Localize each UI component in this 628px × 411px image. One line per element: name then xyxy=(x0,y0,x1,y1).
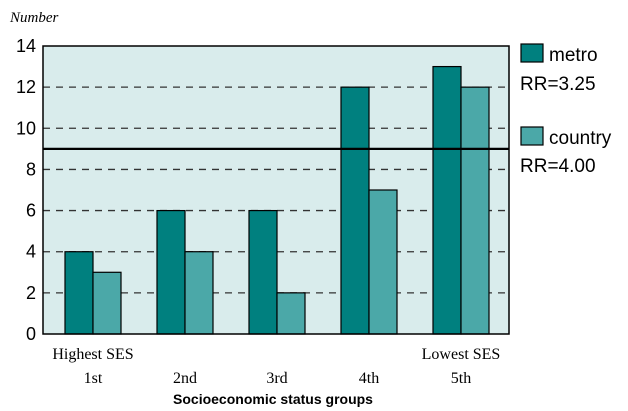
x-axis-label: Socioeconomic status groups xyxy=(173,391,373,407)
x-tick-group-label: Highest SES xyxy=(52,346,133,363)
bar-metro-3rd xyxy=(248,209,278,335)
bar-country-5th xyxy=(460,86,490,335)
x-tick-label: 5th xyxy=(451,370,471,387)
y-tick-label: 2 xyxy=(26,283,36,303)
plot-frame xyxy=(42,45,510,335)
bar-metro-1st xyxy=(64,251,94,335)
y-tick-label: 0 xyxy=(26,324,36,344)
legend-swatch-metro xyxy=(520,43,544,63)
x-tick-label: 2nd xyxy=(173,370,197,387)
legend-swatch-country xyxy=(520,126,544,146)
legend-label-country: country xyxy=(549,128,612,149)
bar-country-1st xyxy=(92,271,122,335)
y-axis-ticks: 0 2 4 6 8 10 12 14 xyxy=(16,36,36,344)
x-tick-label: 4th xyxy=(359,370,379,387)
bar-metro-5th xyxy=(432,65,462,335)
y-tick-label: 8 xyxy=(26,159,36,179)
legend-label-metro: metro xyxy=(549,45,598,66)
x-tick-label: 1st xyxy=(84,370,103,387)
legend: metro RR=3.25 country RR=4.00 xyxy=(520,43,612,177)
x-tick-group-label: Lowest SES xyxy=(422,346,501,363)
x-axis-categories: 1st Highest SES 2nd 3rd 4th 5th Lowest SES xyxy=(52,346,500,387)
bar-country-3rd xyxy=(276,292,306,335)
bar-metro-2nd xyxy=(156,209,186,335)
y-tick-label: 14 xyxy=(16,36,36,56)
y-tick-label: 4 xyxy=(26,242,36,262)
y-tick-label: 12 xyxy=(16,77,36,97)
bars xyxy=(64,65,490,335)
legend-annotation-rr: RR=4.00 xyxy=(520,156,596,177)
bar-country-4th xyxy=(368,189,398,335)
y-axis-label: Number xyxy=(9,10,58,26)
legend-annotation-rr: RR=3.25 xyxy=(520,74,596,95)
bar-metro-4th xyxy=(340,86,370,335)
bar-country-2nd xyxy=(184,251,214,335)
y-tick-label: 10 xyxy=(16,118,36,138)
x-tick-label: 3rd xyxy=(266,370,287,387)
y-tick-label: 6 xyxy=(26,201,36,221)
